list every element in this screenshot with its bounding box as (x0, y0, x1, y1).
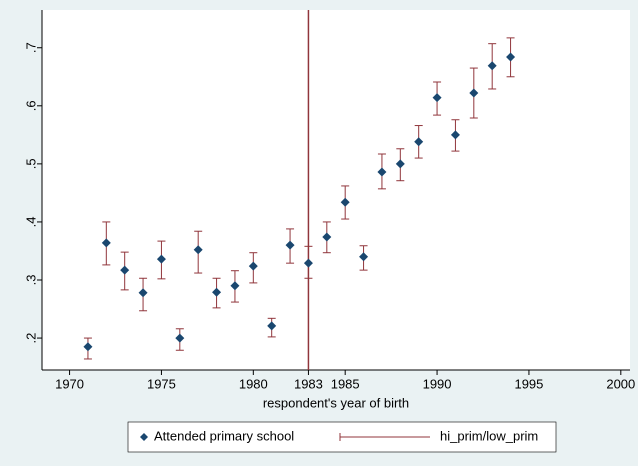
point (120, 265, 130, 275)
x-axis-title: respondent's year of birth (263, 395, 409, 410)
x-tick-label: 1980 (239, 376, 268, 391)
legend-label: hi_prim/low_prim (440, 428, 538, 443)
point (506, 52, 516, 62)
point (322, 232, 332, 242)
point (450, 130, 460, 140)
point (212, 287, 222, 297)
point (285, 240, 295, 250)
y-tick-label: .3 (23, 275, 38, 286)
point (432, 93, 442, 103)
point (359, 252, 369, 262)
point (156, 254, 166, 264)
y-tick-label: .7 (23, 42, 38, 53)
x-tick-label: 2000 (606, 376, 635, 391)
point (487, 61, 497, 71)
point (230, 281, 240, 291)
point (267, 321, 277, 331)
x-tick-label: 1985 (331, 376, 360, 391)
point (340, 197, 350, 207)
x-tick-label: 1975 (147, 376, 176, 391)
x-tick-label: 1970 (55, 376, 84, 391)
point (101, 238, 111, 248)
x-tick-label: 1995 (514, 376, 543, 391)
x-tick-label: 1990 (423, 376, 452, 391)
legend-label: Attended primary school (154, 428, 294, 443)
y-tick-label: .2 (23, 333, 38, 344)
point (193, 245, 203, 255)
point (248, 261, 258, 271)
point (469, 88, 479, 98)
y-tick-label: .4 (23, 217, 38, 228)
legend-marker (140, 433, 148, 441)
x-tick-label: 1983 (294, 376, 323, 391)
point (414, 137, 424, 147)
point (377, 167, 387, 177)
y-tick-label: .6 (23, 100, 38, 111)
point (395, 159, 405, 169)
y-tick-label: .5 (23, 158, 38, 169)
point (303, 258, 313, 268)
point (138, 288, 148, 298)
point (175, 333, 185, 343)
point (83, 342, 93, 352)
plot-area (42, 10, 630, 370)
